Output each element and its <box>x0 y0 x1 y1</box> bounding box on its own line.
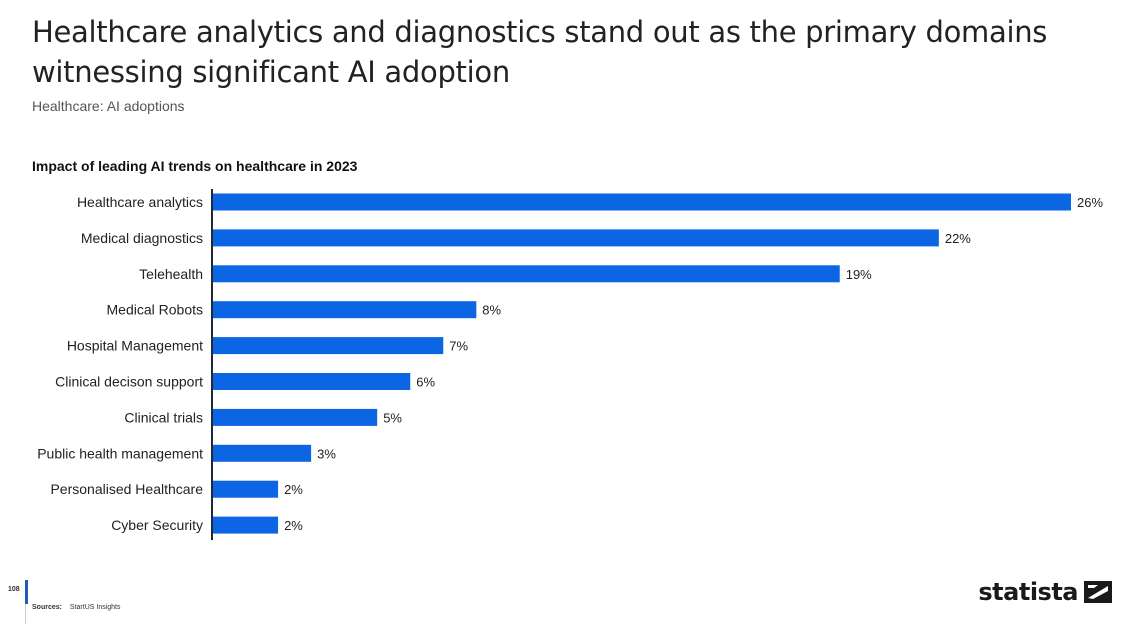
brand-name: statista <box>978 578 1078 606</box>
value-label: 2% <box>284 482 303 497</box>
bar <box>212 337 444 355</box>
sources-value: StartUS Insights <box>69 604 121 611</box>
category-label: Medical diagnostics <box>81 230 203 246</box>
bar-chart: Healthcare analytics 26% Medical diagnosti… <box>37 189 1103 541</box>
value-label: 8% <box>482 303 501 318</box>
value-label: 19% <box>846 267 872 282</box>
statista-logo: statista <box>978 578 1112 606</box>
category-label: Clinical decison support <box>55 374 203 390</box>
category-label: Public health management <box>37 445 203 461</box>
bar <box>212 373 411 390</box>
page-headline: Healthcare analytics and diagnostics sta… <box>32 15 1048 89</box>
sources-label: Sources: <box>32 604 62 611</box>
category-label: Hospital Management <box>67 338 203 354</box>
bar <box>212 301 477 319</box>
bar <box>212 480 279 498</box>
footer-divider <box>25 604 26 624</box>
category-label: Personalised Healthcare <box>50 481 203 497</box>
bar <box>212 516 279 534</box>
value-label: 3% <box>317 446 336 461</box>
category-label: Cyber Security <box>111 517 203 533</box>
value-label: 6% <box>416 375 435 390</box>
chart-title: Impact of leading AI trends on healthcar… <box>32 158 358 174</box>
bar <box>212 265 840 283</box>
bar <box>212 193 1071 211</box>
bar <box>212 444 312 462</box>
category-label: Healthcare analytics <box>77 194 203 210</box>
category-label: Clinical trials <box>124 409 203 425</box>
bar <box>212 408 378 426</box>
value-label: 2% <box>284 518 303 533</box>
category-label: Medical Robots <box>107 302 204 318</box>
page-subheadline: Healthcare: AI adoptions <box>32 98 185 114</box>
value-label: 26% <box>1077 195 1103 210</box>
footer-accent-bar <box>25 580 28 604</box>
statista-logo-icon <box>1084 581 1112 603</box>
bar <box>212 229 939 247</box>
category-label: Telehealth <box>139 266 203 282</box>
value-label: 22% <box>945 231 971 246</box>
page-number: 108 <box>8 586 20 593</box>
value-label: 7% <box>449 339 468 354</box>
value-label: 5% <box>383 410 402 425</box>
sources-line: Sources: StartUS Insights <box>32 604 121 611</box>
